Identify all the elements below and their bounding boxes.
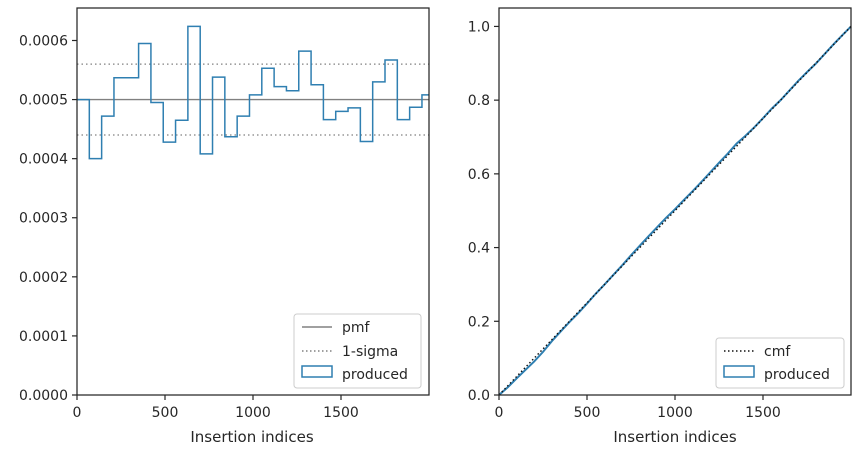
- left-y-tick-label: 0.0001: [19, 329, 68, 345]
- left-legend: pmf 1-sigma produced: [293, 313, 422, 389]
- right-x-tick-label: 500: [574, 405, 601, 421]
- cmf-chart: 0 500 1000 1500 0.0 0.2 0.4 0.6 0.8 1.0 Insertio…: [468, 7, 852, 446]
- left-legend-frame: [293, 313, 422, 389]
- legend-produced-label: produced: [764, 367, 830, 383]
- right-x-tick-label: 0: [495, 405, 504, 421]
- right-x-axis: 0 500 1000 1500: [495, 395, 781, 421]
- left-x-tick-label: 1500: [323, 405, 359, 421]
- left-y-tick-label: 0.0005: [19, 93, 68, 109]
- right-x-tick-label: 1000: [657, 405, 693, 421]
- right-y-tick-label: 0.2: [468, 314, 490, 330]
- right-y-tick-label: 0.0: [468, 388, 490, 404]
- right-plot-area: [498, 25, 852, 396]
- left-x-tick-label: 500: [152, 405, 179, 421]
- right-y-tick-label: 0.8: [468, 93, 490, 109]
- legend-cmf-label: cmf: [764, 344, 791, 360]
- left-x-tick-label: 0: [73, 405, 82, 421]
- right-y-axis: 0.0 0.2 0.4 0.6 0.8 1.0: [468, 19, 499, 404]
- left-y-axis: 0.0000 0.0001 0.0002 0.0003 0.0004 0.0005 0.00…: [19, 33, 77, 404]
- right-x-tick-label: 1500: [745, 405, 781, 421]
- pmf-histogram-chart: 0 500 1000 1500 0.00000.00010.00020.00030.0…: [19, 7, 430, 446]
- right-x-axis-title: Insertion indices: [613, 428, 736, 446]
- right-y-tick-label: 1.0: [468, 19, 490, 35]
- left-plot-area: [77, 25, 429, 160]
- cmf-line: [498, 25, 852, 396]
- legend-sigma-label: 1-sigma: [342, 344, 398, 360]
- left-y-tick-label: 0.0004: [19, 152, 68, 168]
- left-axes-frame: [76, 7, 430, 396]
- left-y-tick-label: 0.0002: [19, 270, 68, 286]
- right-legend: cmf produced: [715, 337, 845, 389]
- legend-produced-swatch: [723, 365, 755, 378]
- produced-histogram-step: [77, 25, 429, 160]
- left-x-axis: 0 500 1000 1500: [73, 395, 359, 421]
- left-y-tick-label: 0.0006: [19, 33, 68, 49]
- legend-produced-label: produced: [342, 367, 408, 383]
- right-y-tick-label: 0.6: [468, 167, 490, 183]
- legend-produced-swatch: [301, 365, 333, 378]
- left-x-tick-label: 1000: [235, 405, 271, 421]
- left-x-axis-title: Insertion indices: [190, 428, 313, 446]
- left-y-tick-label: 0.0000: [19, 388, 68, 404]
- right-y-tick-label: 0.4: [468, 241, 490, 257]
- legend-pmf-label: pmf: [342, 320, 371, 336]
- right-axes-frame: [498, 7, 852, 396]
- left-y-tick-label: 0.0003: [19, 211, 68, 227]
